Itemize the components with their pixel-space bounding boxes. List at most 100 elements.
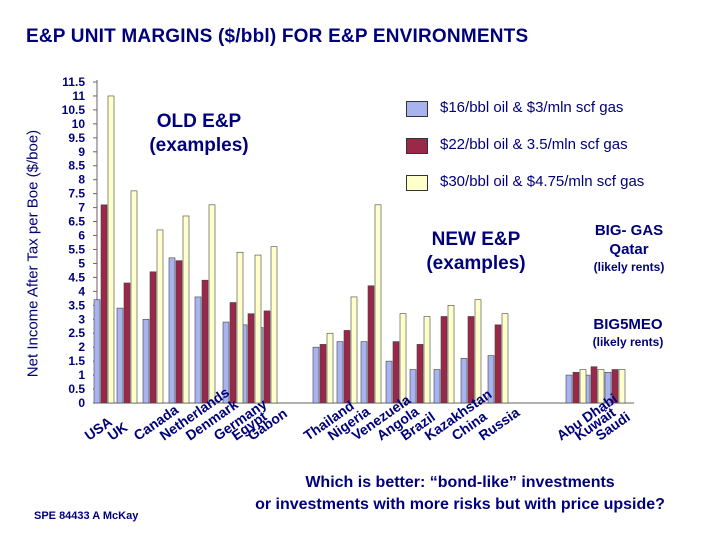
y-tick-label: 3.5 [68,298,85,312]
bar-3-kazakhstan [447,305,455,404]
y-tick-label: 9 [78,145,85,159]
bar-3-venezuela [374,204,382,404]
bar-2-egypt [247,313,255,404]
bar-3-russia [501,313,509,404]
y-tick-label: 6.5 [68,215,85,229]
y-tick-label: 0 [78,396,85,410]
bar-2-denmark [201,279,209,404]
bar-3-uk [130,190,138,404]
y-tick-label: 11 [72,89,85,103]
y-tick-label: 1.5 [68,354,85,368]
big-gas-title: BIG- GAS [594,222,664,239]
bar-2-gabon [263,310,271,404]
legend-swatch-16 [406,101,428,117]
bar-1-kazakhstan [433,369,441,404]
bar-3-china [474,299,482,404]
bar-3-gabon [270,246,278,404]
bar-2-usa [100,204,108,404]
question-line-2: or investments with more risks but with … [255,496,665,514]
big5meo-title: BIG5MEO [593,316,663,333]
bar-2-brazil [416,344,424,404]
bar-1-netherlands [168,257,176,404]
y-tick-label: 8.5 [68,159,85,173]
y-tick-label: 2 [78,340,85,354]
bar-1-uk [116,307,124,404]
y-tick-label: 7.5 [68,187,85,201]
y-tick-label: 10.5 [62,103,86,117]
bar-2-germany [229,302,237,404]
y-tick-label: 10 [72,117,86,131]
old-ep-annotation: OLD E&P (examples) [133,110,265,158]
bar-3-angola [399,313,407,404]
legend-swatch-22 [406,138,428,154]
bar-1-nigeria [336,341,344,404]
y-tick-label: 2.5 [68,326,85,340]
bar-1-denmark [194,296,202,404]
y-tick-label: 7 [78,201,85,215]
big5meo-note: (likely rents) [592,334,664,349]
legend-swatch-30 [406,175,428,191]
bar-2-nigeria [343,330,351,404]
bar-2-netherlands [175,260,183,404]
y-tick-label: 4.5 [68,270,85,284]
big-gas-country: Qatar [609,240,649,258]
bar-1-russia [487,355,495,404]
bar-1-china [460,358,468,404]
bar-2-china [467,316,475,404]
bar-2-canada [149,271,157,404]
bar-3-kuwait [597,369,605,404]
bar-2-angola [392,341,400,404]
bar-3-canada [156,229,164,404]
bar-2-uk [123,282,131,404]
bar-2-venezuela [367,285,375,404]
y-tick-label: 4 [78,284,85,298]
bar-3-denmark [208,204,216,404]
bar-2-thailand [319,344,327,404]
bar-1-saudi [604,371,612,404]
bar-3-germany [236,251,244,404]
bar-1-abu-dhabi [565,374,573,404]
y-tick-label: 1 [78,368,85,382]
bar-1-thailand [312,346,320,404]
y-tick-label: 0.5 [68,382,85,396]
bar-3-usa [107,95,115,404]
y-tick-label: 5 [78,256,85,270]
old-ep-subtitle: (examples) [149,134,249,156]
bar-3-nigeria [350,296,358,404]
y-tick-label: 5.5 [68,242,85,256]
bar-3-thailand [326,332,334,404]
y-tick-label: 6 [78,229,85,243]
y-tick-label: 8 [78,173,85,187]
bar-2-kuwait [590,366,598,404]
y-tick-label: 9.5 [68,131,85,145]
bar-2-abu-dhabi [572,371,580,404]
bar-2-kazakhstan [440,316,448,404]
bar-1-canada [142,318,150,404]
legend-label-30: $30/bbl oil & $4.75/mln scf gas [440,173,645,190]
bar-2-russia [494,324,502,404]
question-text: Which is better: “bond-like” investments… [200,472,720,517]
chart-title: E&P UNIT MARGINS ($/bbl) FOR E&P ENVIRON… [26,26,529,47]
new-ep-annotation: NEW E&P (examples) [407,228,545,276]
new-ep-title: NEW E&P [431,229,521,250]
bar-3-netherlands [182,215,190,404]
footnote: SPE 84433 A McKay [34,510,139,522]
bar-1-angola [385,360,393,404]
legend-label-16: $16/bbl oil & $3/mln scf gas [440,99,624,116]
bar-3-brazil [423,316,431,404]
big-gas-note: (likely rents) [593,259,665,274]
bar-1-germany [222,321,230,404]
bar-2-saudi [611,369,619,404]
y-tick-label: 11.5 [62,75,85,89]
big-gas-annotation: BIG- GAS Qatar (likely rents) [573,222,685,275]
old-ep-title: OLD E&P [156,111,242,132]
question-line-1: Which is better: “bond-like” investments [305,474,615,491]
y-tick-label: 3 [78,312,85,326]
legend-label-22: $22/bbl oil & 3.5/mln scf gas [440,136,628,153]
legend: $16/bbl oil & $3/mln scf gas $22/bbl oil… [398,91,690,201]
bar-1-usa [93,299,101,404]
big5meo-annotation: BIG5MEO (likely rents) [570,316,686,350]
bar-3-saudi [618,369,626,404]
new-ep-subtitle: (examples) [426,252,526,274]
